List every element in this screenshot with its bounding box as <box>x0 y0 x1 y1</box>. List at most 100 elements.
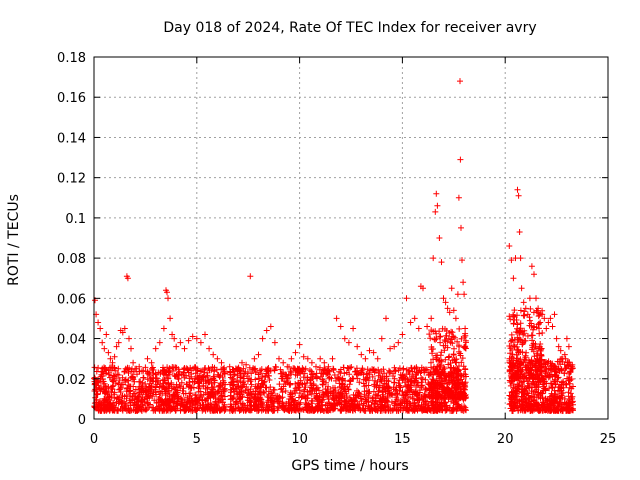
data-point <box>110 382 117 389</box>
data-point <box>294 365 301 372</box>
data-point <box>420 403 427 410</box>
data-point <box>304 355 311 362</box>
data-point <box>362 376 369 383</box>
data-point <box>385 407 392 414</box>
data-point <box>102 388 109 395</box>
data-point <box>354 375 361 382</box>
data-point <box>347 378 354 385</box>
data-point <box>386 367 392 374</box>
data-point <box>124 275 131 282</box>
data-point <box>442 356 449 363</box>
data-point <box>426 404 433 411</box>
data-point <box>521 308 528 315</box>
data-point <box>323 407 330 414</box>
data-point <box>258 399 265 406</box>
data-point <box>506 313 513 320</box>
data-point <box>165 397 172 404</box>
data-point <box>436 334 443 340</box>
data-point <box>244 405 251 412</box>
data-point <box>292 404 299 411</box>
data-point <box>329 355 336 362</box>
data-point <box>406 388 413 395</box>
data-point <box>302 393 308 400</box>
data-point <box>192 391 199 398</box>
data-point <box>556 403 563 410</box>
data-point <box>391 402 398 409</box>
data-point <box>388 399 395 406</box>
data-point <box>304 374 311 381</box>
data-point <box>230 378 237 385</box>
data-point <box>131 401 138 408</box>
data-point <box>531 271 537 278</box>
data-point <box>560 407 566 414</box>
data-point <box>336 380 343 387</box>
data-point <box>148 359 155 366</box>
data-point <box>415 325 422 332</box>
data-point <box>385 378 392 385</box>
data-point <box>399 388 406 395</box>
data-point <box>181 374 188 381</box>
data-point <box>553 372 560 379</box>
data-point <box>289 405 296 412</box>
data-point <box>532 388 538 395</box>
data-points <box>91 78 576 414</box>
data-point <box>427 335 434 342</box>
data-point <box>255 401 262 408</box>
data-point <box>422 386 429 393</box>
data-point <box>282 388 289 394</box>
data-point <box>200 402 207 408</box>
data-point <box>508 398 515 405</box>
data-point <box>182 390 189 397</box>
data-point <box>424 323 431 330</box>
data-point <box>445 361 452 368</box>
data-point <box>251 366 258 373</box>
data-point <box>177 383 184 390</box>
data-point <box>515 407 522 414</box>
data-point <box>247 386 254 393</box>
data-point <box>533 295 539 302</box>
data-point <box>174 405 181 412</box>
data-point <box>443 406 450 413</box>
data-point <box>508 331 515 338</box>
data-point <box>264 399 271 406</box>
data-point <box>417 369 424 376</box>
data-point <box>334 401 341 408</box>
data-point <box>441 347 448 354</box>
data-point <box>105 349 112 356</box>
data-point <box>371 400 378 407</box>
data-point <box>149 404 155 411</box>
data-point <box>197 339 204 346</box>
data-point <box>534 308 540 314</box>
y-tick-label: 0.18 <box>57 51 86 66</box>
data-point <box>320 391 327 398</box>
data-point <box>306 367 313 374</box>
data-point <box>286 396 293 402</box>
data-point <box>196 375 203 382</box>
data-point <box>382 388 389 395</box>
data-point <box>512 385 519 392</box>
data-point <box>362 355 369 362</box>
data-point <box>169 368 176 374</box>
data-point <box>321 365 328 372</box>
data-point <box>558 381 565 388</box>
data-point <box>460 385 467 392</box>
data-point <box>377 376 384 383</box>
data-point <box>520 299 527 306</box>
data-point <box>121 325 128 332</box>
data-point <box>535 305 542 312</box>
data-point <box>422 393 429 400</box>
data-point <box>431 407 438 414</box>
data-point <box>289 397 296 404</box>
data-point <box>517 255 524 262</box>
y-tick-label: 0.14 <box>57 131 86 146</box>
data-point <box>429 383 436 390</box>
data-point <box>531 353 538 360</box>
data-point <box>219 366 226 373</box>
data-point <box>514 391 521 398</box>
data-point <box>565 407 572 414</box>
data-point <box>131 390 138 397</box>
data-point <box>516 229 523 235</box>
data-point <box>163 407 170 414</box>
data-point <box>124 384 131 391</box>
data-point <box>257 367 264 374</box>
